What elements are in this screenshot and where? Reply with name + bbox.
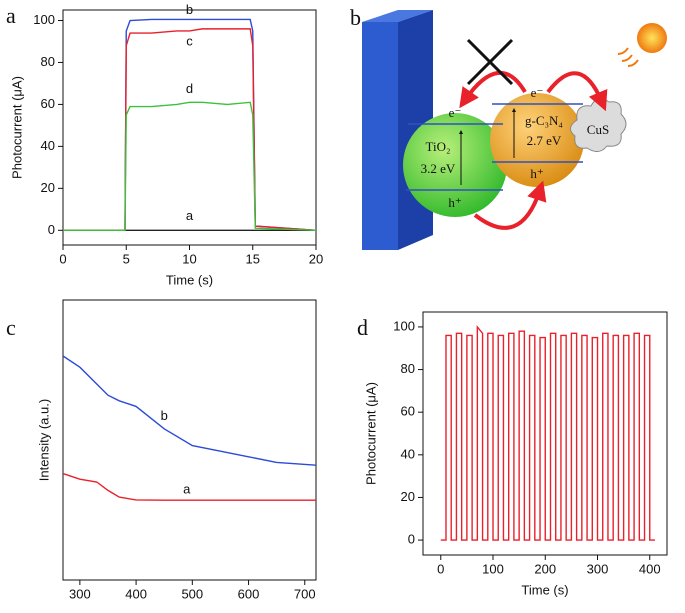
- diagram: b e⁻ TiO₂ 3.2 eV h⁺ e⁻ g-C₃N₄ 2.7 eV h⁺ …: [350, 5, 667, 250]
- y-tick-label: 40: [401, 446, 415, 461]
- x-tick-label: 700: [294, 586, 316, 601]
- data-line: [62, 355, 317, 466]
- cus-label: CuS: [587, 122, 609, 137]
- panel-letter: a: [6, 3, 16, 28]
- light-rays: [617, 47, 639, 67]
- data-line: [63, 28, 317, 232]
- hole: h⁺: [448, 195, 461, 210]
- x-axis-title: Time (s): [521, 582, 568, 597]
- block-mark: [466, 38, 514, 86]
- slab-front: [362, 22, 398, 250]
- x-tick-label: 20: [309, 251, 323, 266]
- x-tick-label: 400: [639, 561, 661, 576]
- series-label: c: [186, 33, 193, 48]
- tio2-sphere: [403, 113, 507, 217]
- series-label: b: [186, 2, 193, 17]
- transfer-arrow: [546, 71, 608, 112]
- panel-letter: d: [357, 315, 368, 340]
- x-tick-label: 400: [125, 586, 147, 601]
- panel-letter: c: [6, 315, 16, 340]
- y-tick-label: 80: [401, 361, 415, 376]
- gcn-gap: 2.7 eV: [527, 133, 562, 148]
- data-line: [440, 324, 655, 541]
- electron: e⁻: [449, 105, 462, 120]
- y-tick-label: 0: [408, 532, 415, 547]
- y-tick-label: 40: [41, 138, 55, 153]
- tio2-label: TiO₂: [425, 139, 450, 154]
- x-tick-label: 100: [482, 561, 504, 576]
- x-tick-label: 500: [181, 586, 203, 601]
- gcn-label: g-C₃N₄: [525, 113, 563, 128]
- x-tick-label: 300: [69, 586, 91, 601]
- hole: h⁺: [530, 166, 543, 181]
- data-line: [62, 472, 316, 501]
- y-tick-label: 100: [33, 12, 55, 27]
- transfer-arrow: [459, 71, 527, 109]
- y-axis-title: Intensity (a.u.): [36, 399, 51, 481]
- y-axis-title: Photocurrent (μA): [9, 76, 24, 179]
- data-line: [63, 18, 317, 232]
- series-label: d: [186, 81, 193, 96]
- y-tick-label: 80: [41, 54, 55, 69]
- x-tick-label: 15: [246, 251, 260, 266]
- plot-frame: [62, 299, 317, 581]
- y-tick-label: 20: [401, 489, 415, 504]
- tio2-gap: 3.2 eV: [421, 161, 456, 176]
- data-line: [63, 101, 317, 232]
- slab-top: [362, 10, 433, 22]
- x-tick-label: 0: [59, 251, 66, 266]
- x-tick-label: 200: [534, 561, 556, 576]
- y-tick-label: 60: [41, 96, 55, 111]
- x-tick-label: 10: [182, 251, 196, 266]
- y-tick-label: 100: [393, 318, 415, 333]
- sun: [637, 23, 667, 53]
- x-tick-label: 600: [238, 586, 260, 601]
- y-tick-label: 60: [401, 404, 415, 419]
- x-tick-label: 0: [437, 561, 444, 576]
- series-label: a: [186, 208, 194, 223]
- y-axis-title: Photocurrent (μA): [363, 382, 378, 485]
- electron: e⁻: [531, 85, 544, 100]
- y-tick-label: 20: [41, 180, 55, 195]
- y-tick-label: 0: [48, 222, 55, 237]
- x-axis-title: Time (s): [166, 272, 213, 287]
- transfer-arrow: [473, 180, 547, 230]
- series-label: a: [183, 482, 191, 497]
- series-label: b: [161, 408, 168, 423]
- x-tick-label: 300: [587, 561, 609, 576]
- x-tick-label: 5: [123, 251, 130, 266]
- panel-letter: b: [350, 5, 361, 30]
